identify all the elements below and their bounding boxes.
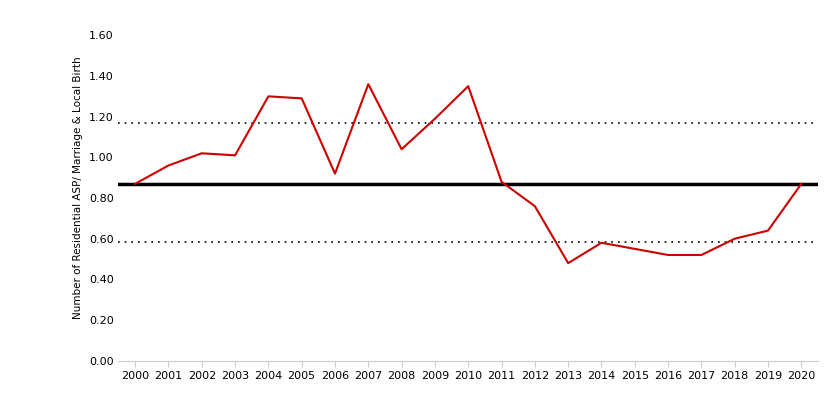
Y-axis label: Number of Residential ASP/ Marriage & Local Birth: Number of Residential ASP/ Marriage & Lo… — [73, 57, 83, 319]
